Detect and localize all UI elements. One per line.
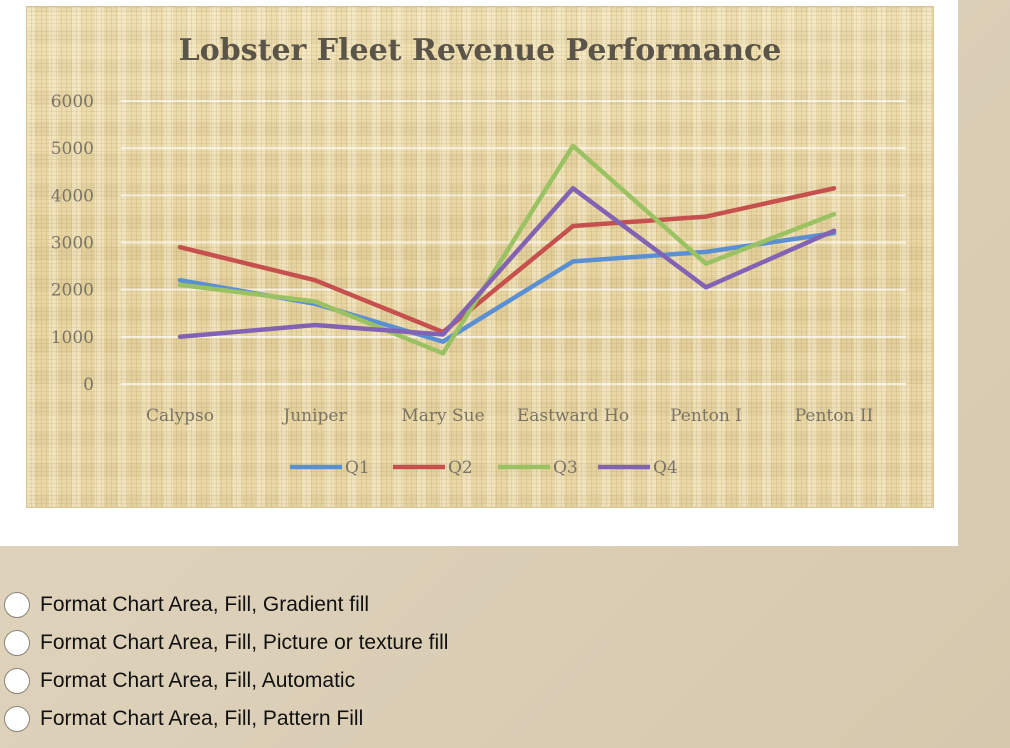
chart-area: Lobster Fleet Revenue Performance 0 1000 2… (26, 6, 934, 508)
x-tick-label: Penton II (795, 406, 874, 426)
legend-label: Q1 (345, 458, 370, 478)
y-tick-label: 3000 (51, 234, 94, 254)
option-label: Format Chart Area, Fill, Automatic (40, 669, 356, 692)
legend-label: Q2 (448, 458, 473, 478)
x-tick-label: Mary Sue (401, 406, 484, 426)
radio-button[interactable] (4, 668, 30, 694)
radio-button[interactable] (4, 592, 30, 618)
series-line-q3 (177, 143, 837, 356)
series-line-q2 (177, 186, 837, 335)
y-tick-label: 6000 (51, 92, 94, 112)
legend: Q1 Q2 Q3 Q4 (290, 458, 678, 478)
x-tick-label: Penton I (670, 406, 742, 426)
option-label: Format Chart Area, Fill, Gradient fill (40, 593, 370, 616)
y-tick-label: 2000 (51, 281, 94, 301)
option-picture-texture-fill[interactable]: Format Chart Area, Fill, Picture or text… (4, 624, 704, 662)
y-tick-label: 1000 (51, 328, 94, 348)
radio-button[interactable] (4, 706, 30, 732)
x-tick-label: Juniper (281, 406, 347, 426)
option-label: Format Chart Area, Fill, Pattern Fill (40, 707, 364, 730)
y-axis: 0 1000 2000 3000 4000 5000 6000 (51, 92, 94, 395)
chart-panel: Lobster Fleet Revenue Performance 0 1000 2… (26, 6, 934, 508)
option-pattern-fill[interactable]: Format Chart Area, Fill, Pattern Fill (4, 700, 704, 738)
option-label: Format Chart Area, Fill, Picture or text… (40, 631, 449, 654)
answer-options: Format Chart Area, Fill, Gradient fill F… (4, 586, 704, 738)
series-line-q4 (177, 186, 837, 340)
legend-label: Q4 (653, 458, 678, 478)
chart-title: Lobster Fleet Revenue Performance (179, 33, 782, 68)
radio-button[interactable] (4, 630, 30, 656)
x-axis: Calypso Juniper Mary Sue Eastward Ho Penton … (146, 406, 873, 426)
x-tick-label: Calypso (146, 406, 214, 426)
gridlines (121, 100, 906, 385)
y-tick-label: 4000 (51, 186, 94, 206)
option-gradient-fill[interactable]: Format Chart Area, Fill, Gradient fill (4, 586, 704, 624)
legend-label: Q3 (553, 458, 578, 478)
x-tick-label: Eastward Ho (517, 406, 629, 426)
y-tick-label: 5000 (51, 139, 94, 159)
y-tick-label: 0 (83, 375, 94, 395)
line-chart: Lobster Fleet Revenue Performance 0 1000 2… (51, 33, 906, 478)
series-lines (177, 143, 837, 356)
option-automatic[interactable]: Format Chart Area, Fill, Automatic (4, 662, 704, 700)
